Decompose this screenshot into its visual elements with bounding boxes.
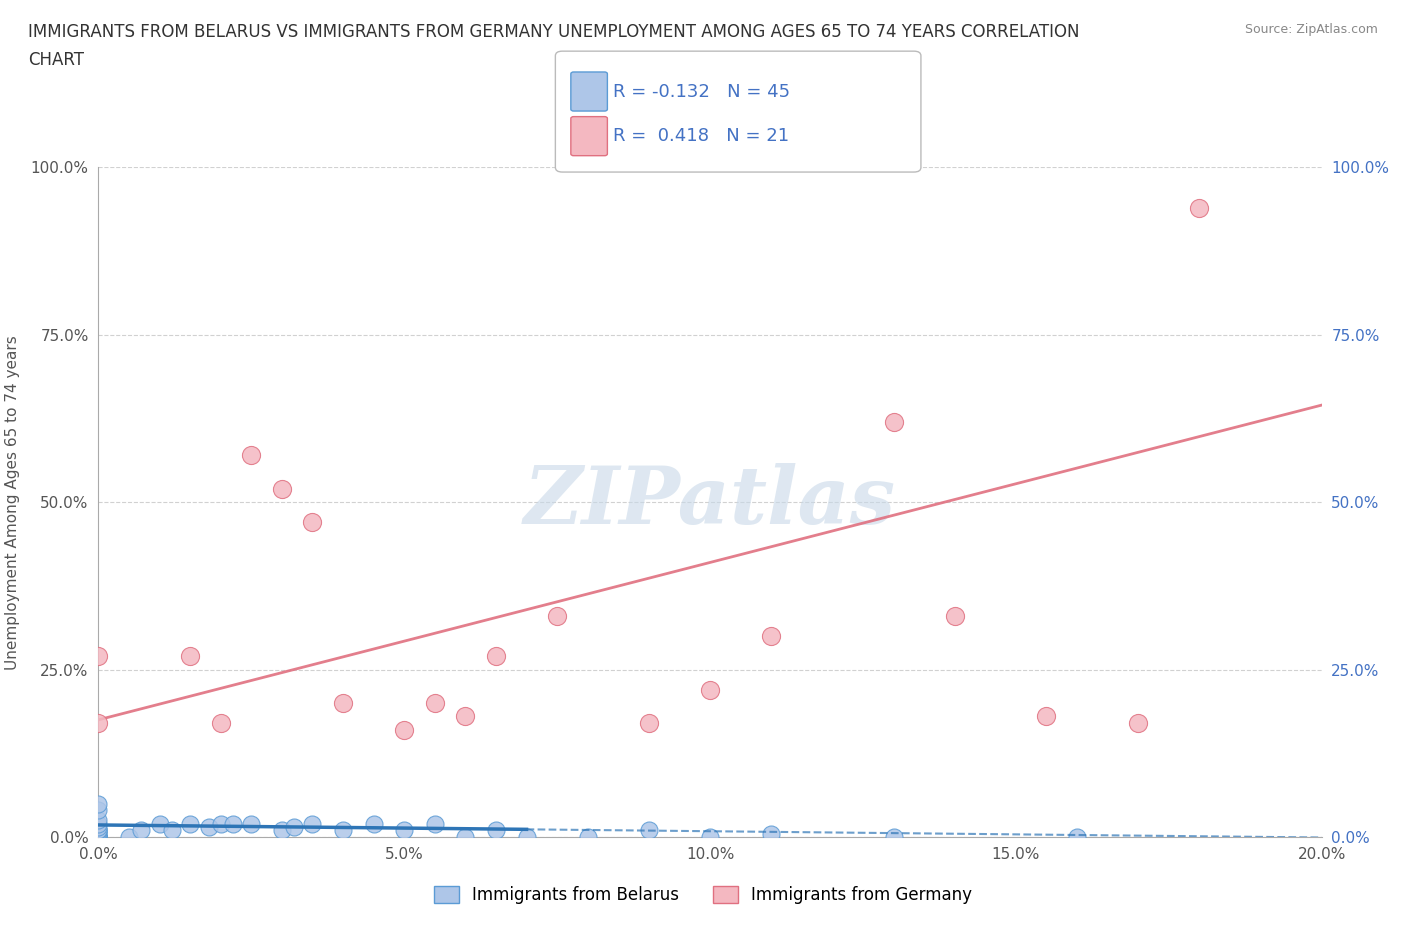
Point [197,819,219,834]
Point [87,823,110,838]
Point [423,817,446,831]
Text: ZIPatlas: ZIPatlas [524,463,896,541]
Point [179,649,201,664]
Point [883,415,905,430]
Point [209,716,232,731]
Point [87,824,110,839]
Point [87,823,110,838]
Point [87,830,110,844]
Point [423,696,446,711]
Point [485,823,508,838]
Point [943,608,966,623]
Point [363,817,385,831]
Point [546,608,568,623]
Point [87,826,110,841]
Point [1035,709,1057,724]
Point [270,482,292,497]
Point [87,796,110,811]
Point [87,830,110,844]
Text: R =  0.418   N = 21: R = 0.418 N = 21 [613,127,789,145]
Point [270,823,292,838]
Point [301,515,323,530]
Point [759,629,782,644]
Point [87,830,110,844]
Point [87,649,110,664]
Point [87,826,110,841]
Point [485,649,508,664]
Point [149,817,172,831]
Point [392,823,416,838]
Point [87,823,110,838]
Point [87,813,110,828]
Text: Source: ZipAtlas.com: Source: ZipAtlas.com [1244,23,1378,36]
Point [759,826,782,841]
Point [332,696,354,711]
Point [883,830,905,844]
Point [1188,200,1211,215]
Point [637,716,661,731]
Point [87,830,110,844]
Text: CHART: CHART [28,51,84,69]
Point [87,817,110,831]
Y-axis label: Unemployment Among Ages 65 to 74 years: Unemployment Among Ages 65 to 74 years [4,335,20,670]
Point [392,723,416,737]
Point [454,830,477,844]
Point [209,817,232,831]
Point [454,709,477,724]
Point [576,830,599,844]
Point [240,817,263,831]
Point [129,823,152,838]
Point [87,716,110,731]
Point [87,830,110,844]
Point [87,830,110,844]
Point [1066,830,1088,844]
Point [637,823,661,838]
Point [699,683,721,698]
Point [240,448,263,463]
Point [160,823,183,838]
Point [118,830,141,844]
Point [699,830,721,844]
Point [516,830,538,844]
Point [87,830,110,844]
Point [87,830,110,844]
Point [87,803,110,817]
Point [301,817,323,831]
Point [179,817,201,831]
Point [283,819,305,834]
Point [87,830,110,844]
Text: R = -0.132   N = 45: R = -0.132 N = 45 [613,83,790,100]
Point [332,823,354,838]
Point [87,819,110,834]
Legend: Immigrants from Belarus, Immigrants from Germany: Immigrants from Belarus, Immigrants from… [426,878,980,912]
Point [1128,716,1150,731]
Point [222,817,245,831]
Text: IMMIGRANTS FROM BELARUS VS IMMIGRANTS FROM GERMANY UNEMPLOYMENT AMONG AGES 65 TO: IMMIGRANTS FROM BELARUS VS IMMIGRANTS FR… [28,23,1080,41]
